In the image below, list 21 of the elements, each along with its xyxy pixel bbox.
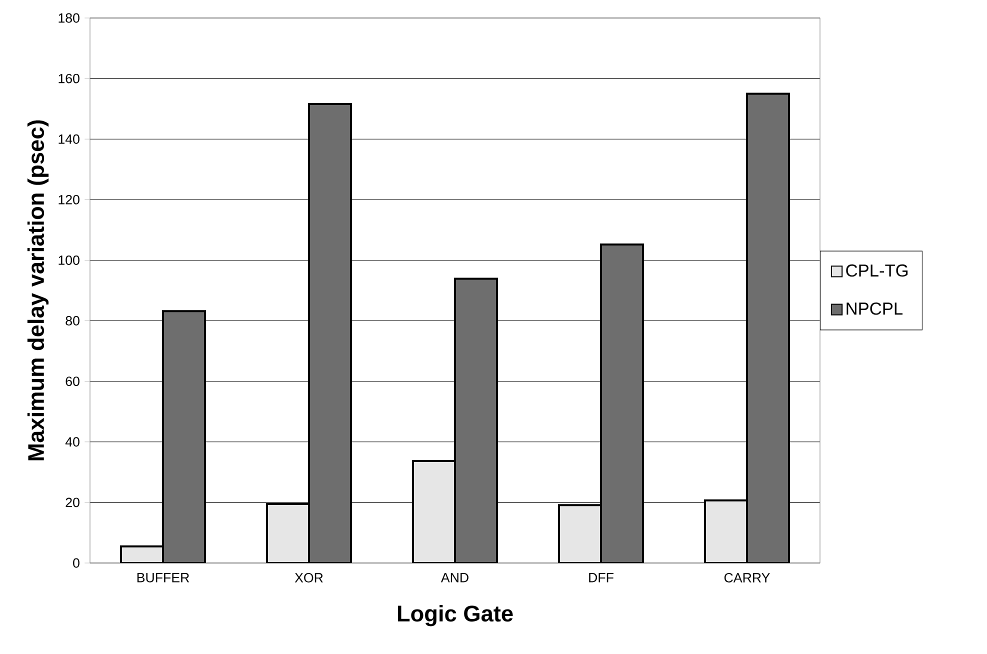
x-tick-label: AND: [440, 573, 468, 582]
y-axis-title: Maximum delay variation (psec): [27, 120, 49, 460]
y-tick-label: 40: [65, 437, 80, 447]
x-tick-label: XOR: [294, 573, 323, 582]
y-tick-label: 0: [73, 558, 80, 568]
y-tick-label: 60: [66, 376, 80, 386]
y-tick-label: 180: [58, 13, 80, 23]
y-tick-label: 80: [66, 316, 80, 326]
y-tick-label: 160: [58, 74, 80, 84]
x-tick-label: CARRY: [724, 573, 770, 582]
y-tick-label: 120: [58, 194, 80, 204]
x-tick-label: BUFFER: [137, 573, 190, 582]
legend-label: NPCPL: [846, 302, 903, 315]
x-tick-label: DFF: [589, 573, 614, 582]
y-tick-label: 20: [66, 498, 80, 508]
legend-label: CPL-TG: [846, 264, 908, 277]
bar: [746, 92, 790, 563]
y-tick-label: 140: [58, 134, 80, 144]
x-axis-title: Logic Gate: [398, 604, 513, 626]
y-tick-label: 100: [58, 256, 80, 265]
bar: [704, 499, 748, 563]
